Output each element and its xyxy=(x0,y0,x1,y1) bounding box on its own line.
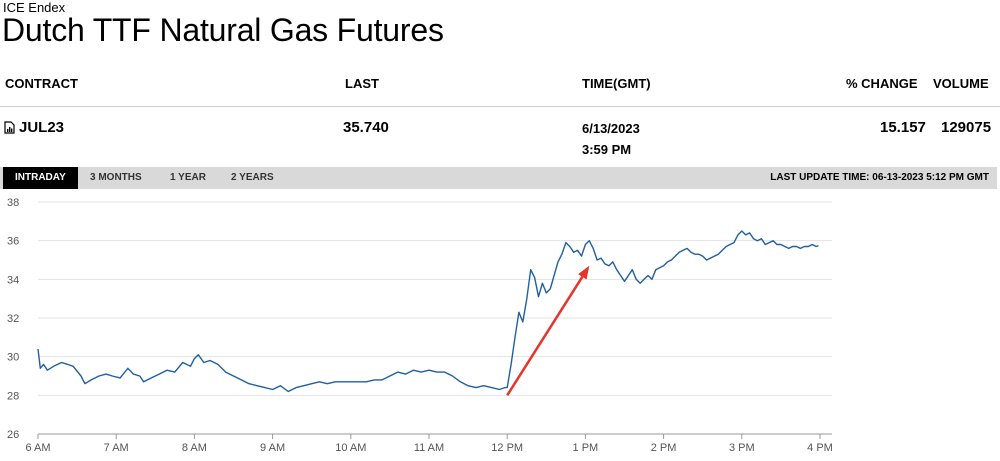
quote-time: 3:59 PM xyxy=(582,142,632,157)
tab-1-year[interactable]: 1 YEAR xyxy=(170,172,206,183)
annotation-arrow-shaft xyxy=(506,276,584,397)
last-update-time: LAST UPDATE TIME: 06-13-2023 5:12 PM GMT xyxy=(770,172,989,183)
tab-3-months[interactable]: 3 MONTHS xyxy=(90,172,142,183)
exchange-label: ICE Endex xyxy=(3,0,66,15)
intraday-price-chart: 26 28 30 32 34 36 38 6 AM 7 AM 8 AM 9 AM 10 AM 11 AM… xyxy=(7,197,833,454)
tab-intraday[interactable]: INTRADAY xyxy=(3,167,78,189)
y-tick-label: 34 xyxy=(7,274,19,286)
y-tick-label: 26 xyxy=(7,429,19,441)
column-header-last: LAST xyxy=(345,76,379,91)
last-price: 35.740 xyxy=(343,119,389,136)
quote-date: 6/13/2023 xyxy=(582,121,640,136)
y-tick-label: 38 xyxy=(7,197,19,209)
x-tick-label: 8 AM xyxy=(182,442,207,454)
column-header-volume: VOLUME xyxy=(933,76,989,91)
pct-change-value: 15.157 xyxy=(880,119,926,136)
tab-2-years[interactable]: 2 YEARS xyxy=(231,172,274,183)
column-header-time: TIME(GMT) xyxy=(582,76,651,91)
y-tick-label: 36 xyxy=(7,236,19,248)
x-tick-label: 7 AM xyxy=(104,442,129,454)
x-tick-label: 11 AM xyxy=(414,442,444,454)
column-header-contract: CONTRACT xyxy=(5,76,78,91)
header-divider xyxy=(0,106,1000,107)
document-chart-icon xyxy=(4,121,15,138)
price-series-line xyxy=(37,230,819,393)
page-title: Dutch TTF Natural Gas Futures xyxy=(2,12,444,48)
y-tick-label: 32 xyxy=(7,313,19,325)
x-tick-label: 2 PM xyxy=(651,442,677,454)
y-tick-label: 28 xyxy=(7,390,19,402)
x-tick-label: 6 AM xyxy=(25,442,50,454)
volume-value: 129075 xyxy=(941,119,992,136)
x-tick-label: 10 AM xyxy=(335,442,366,454)
x-tick-label: 3 PM xyxy=(729,442,755,454)
range-tab-bar: INTRADAY 3 MONTHS 1 YEAR 2 YEARS LAST UP… xyxy=(0,167,997,189)
annotation-arrow-head xyxy=(578,265,590,280)
x-tick-label: 12 PM xyxy=(491,442,523,454)
x-tick-label: 9 AM xyxy=(260,442,285,454)
y-tick-label: 30 xyxy=(7,352,19,364)
column-header-pct-change: % CHANGE xyxy=(846,76,918,91)
contract-cell[interactable]: JUL23 xyxy=(4,119,64,138)
x-tick-label: 4 PM xyxy=(807,442,833,454)
x-tick-label: 1 PM xyxy=(573,442,599,454)
contract-name: JUL23 xyxy=(19,119,65,136)
